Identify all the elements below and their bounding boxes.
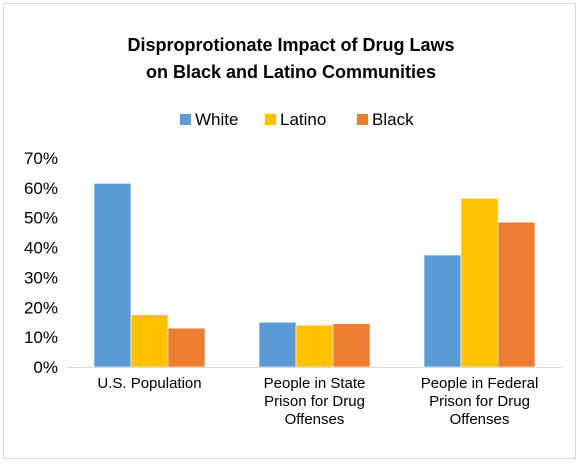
y-tick-label: 50%: [24, 209, 58, 228]
y-tick-label: 0%: [33, 358, 58, 377]
chart-title-line-2: on Black and Latino Communities: [146, 62, 436, 82]
y-tick-label: 30%: [24, 268, 58, 287]
y-tick-label: 70%: [24, 149, 58, 168]
x-category-label: People in Federal Prison for Drug Offenses: [421, 375, 539, 428]
bar-latino-1: [295, 324, 334, 368]
bar-white-0: [93, 183, 132, 368]
bar-black-1: [332, 323, 371, 368]
bar-white-2: [423, 254, 462, 368]
bar-black-2: [497, 221, 536, 368]
bar-latino-0: [130, 314, 169, 368]
legend-swatch-black: [357, 114, 368, 125]
legend-label-white: White: [195, 110, 238, 129]
y-tick-label: 20%: [24, 298, 58, 317]
x-category-label: U.S. Population: [97, 375, 201, 392]
bar-black-0: [167, 327, 206, 368]
y-tick-label: 60%: [24, 179, 58, 198]
bars: [93, 183, 536, 368]
legend-label-latino: Latino: [280, 110, 326, 129]
legend-label-black: Black: [372, 110, 414, 129]
y-tick-label: 40%: [24, 239, 58, 258]
legend-swatch-white: [180, 114, 191, 125]
chart-title-line-1: Disproprotionate Impact of Drug Laws: [127, 35, 454, 55]
x-category-label: People in State Prison for Drug Offenses: [264, 375, 366, 428]
legend-swatch-latino: [265, 114, 276, 125]
bar-latino-2: [460, 198, 499, 368]
y-axis: 0% 10% 20% 30% 40% 50% 60% 70%: [24, 149, 58, 377]
bar-white-1: [258, 321, 297, 368]
y-tick-label: 10%: [24, 328, 58, 347]
x-axis: U.S. Population People in State Prison for…: [67, 367, 562, 428]
legend: White Latino Black: [180, 110, 414, 129]
